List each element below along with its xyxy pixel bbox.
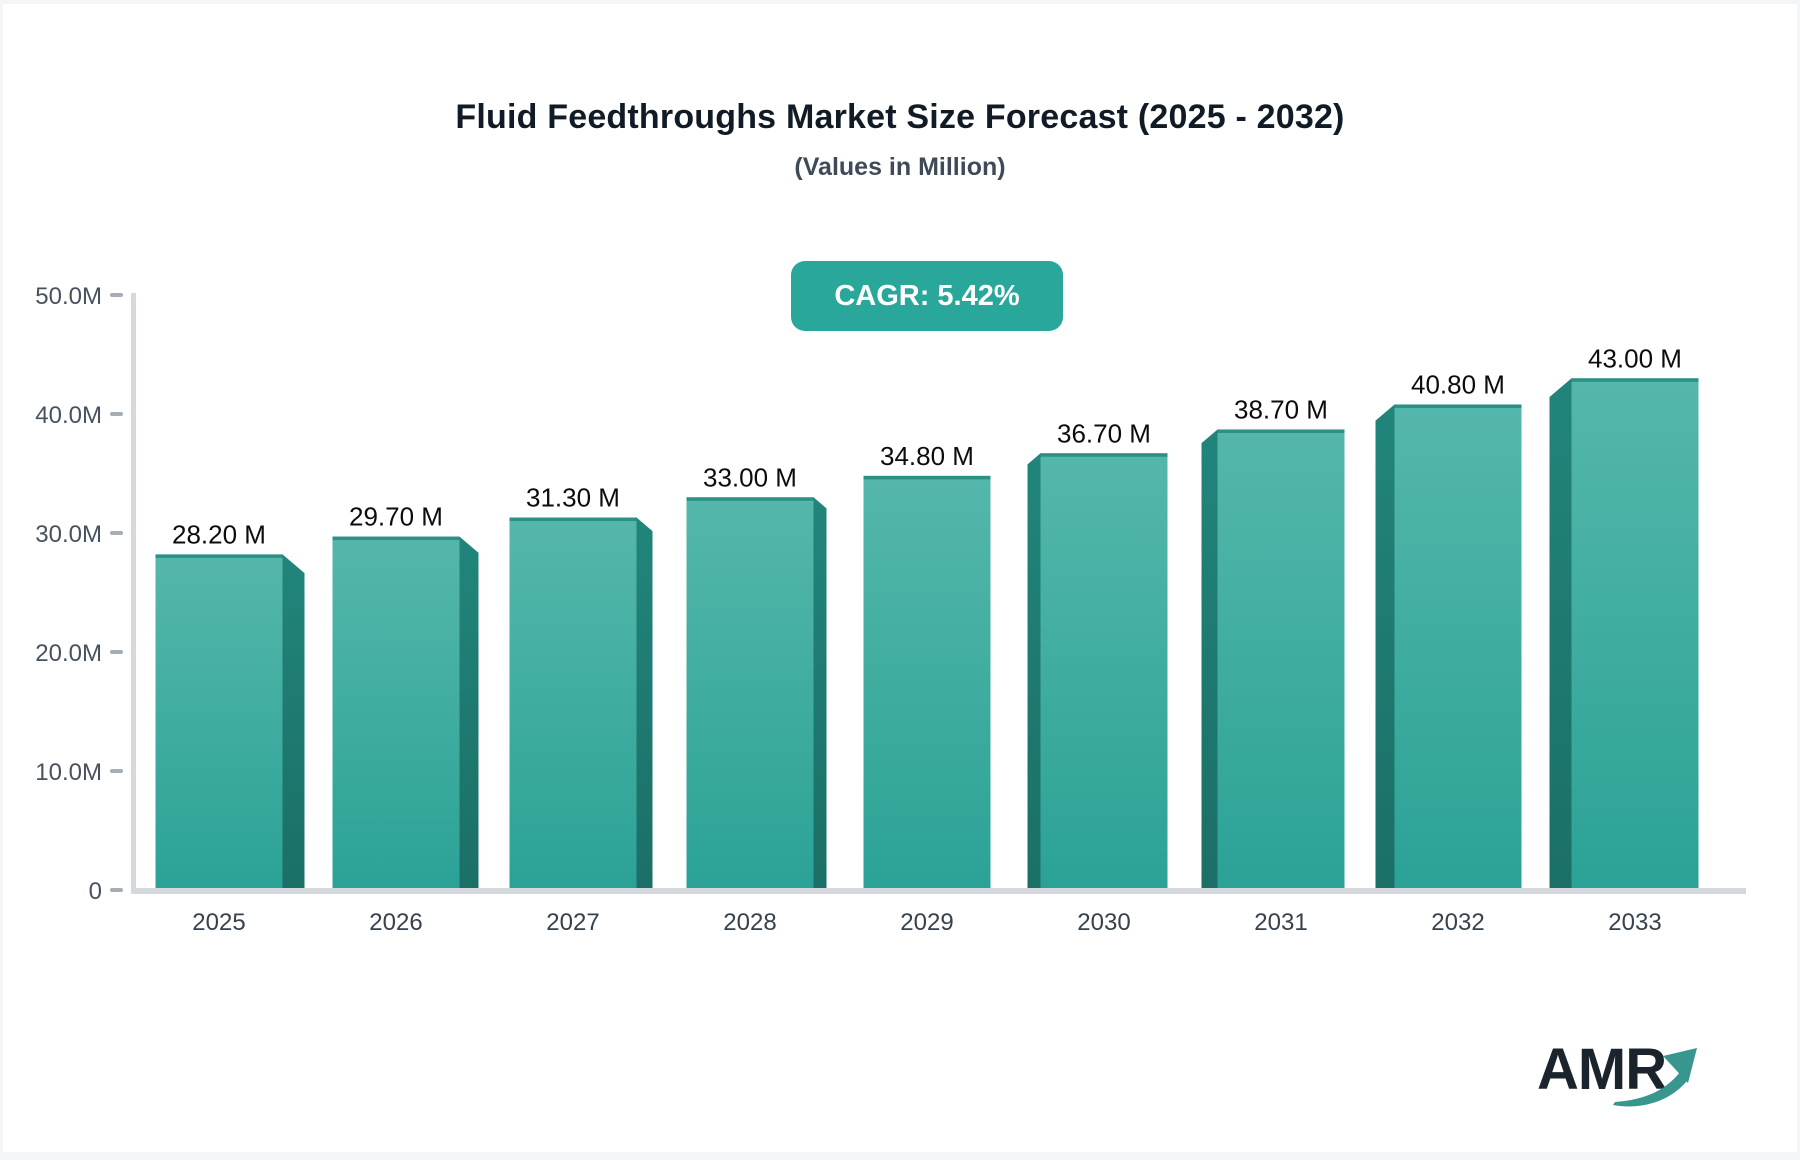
chart-title: Fluid Feedthroughs Market Size Forecast … [455, 98, 1345, 136]
y-tick-label: 50.0M [35, 283, 102, 310]
y-tick-label: 40.0M [35, 402, 102, 429]
bar-side-face [1375, 404, 1395, 890]
bar-chart: 0 10.0M 20.0M 30.0M 40.0M 50.0M 28.20 M 2025 29.… [35, 283, 1746, 936]
bar-front-face [1040, 453, 1168, 890]
bar-group-2030: 36.70 M 2030 [1027, 418, 1168, 936]
amr-logo-arrow-swoosh [1613, 1072, 1687, 1107]
bar-value-label: 28.20 M [172, 519, 266, 549]
bar-top-edge [863, 475, 991, 480]
bar-side-face [636, 517, 653, 890]
y-axis-tick [110, 412, 123, 416]
bar-side-face [1201, 429, 1218, 890]
bar-value-label: 29.70 M [349, 502, 443, 532]
amr-logo: AMR [1537, 1037, 1697, 1107]
x-tick-label: 2031 [1254, 909, 1307, 936]
bar-top-edge [509, 517, 637, 522]
bar-side-face [1027, 453, 1041, 890]
bar-value-label: 40.80 M [1411, 369, 1505, 399]
y-tick-label: 10.0M [35, 759, 102, 786]
x-tick-label: 2025 [192, 909, 245, 936]
y-axis-line [131, 293, 136, 893]
bar-value-label: 36.70 M [1057, 418, 1151, 448]
cagr-badge: CAGR: 5.42% [791, 261, 1063, 331]
amr-logo-arrowhead-icon [1663, 1048, 1697, 1083]
bar-value-label: 34.80 M [880, 441, 974, 471]
y-axis-tick [110, 650, 123, 654]
bar-front-face [686, 497, 814, 890]
x-axis-baseline [131, 888, 1746, 894]
bar-top-edge [1571, 378, 1699, 382]
bar-front-face [332, 536, 460, 890]
x-tick-label: 2030 [1077, 909, 1130, 936]
bar-value-label: 43.00 M [1588, 343, 1682, 373]
bar-front-face [1394, 404, 1522, 890]
bar-side-face [1549, 378, 1572, 890]
bar-front-face [509, 517, 637, 890]
y-axis-tick [110, 531, 123, 535]
bar-top-edge [155, 554, 283, 558]
bar-front-face [1571, 378, 1699, 890]
amr-logo-text: AMR [1537, 1037, 1666, 1102]
bar-front-face [863, 475, 991, 890]
bar-top-edge [686, 497, 814, 501]
bar-top-edge [1040, 453, 1168, 457]
bar-side-face [459, 536, 479, 890]
bar-group-2029: 34.80 M 2029 [863, 441, 991, 936]
y-axis-tick [110, 888, 123, 892]
chart-subtitle: (Values in Million) [794, 153, 1006, 181]
bar-value-label: 33.00 M [703, 462, 797, 492]
bar-group-2033: 43.00 M 2033 [1549, 343, 1699, 936]
bar-top-edge [332, 536, 460, 541]
bar-top-edge [1217, 429, 1345, 433]
bar-top-edge [1394, 404, 1522, 408]
bar-side-face [282, 554, 305, 890]
bar-front-face [1217, 429, 1345, 890]
x-tick-label: 2029 [900, 909, 953, 936]
x-tick-label: 2027 [546, 909, 599, 936]
bar-value-label: 31.30 M [526, 483, 620, 513]
x-tick-label: 2028 [723, 909, 776, 936]
x-tick-label: 2033 [1608, 909, 1661, 936]
bar-group-2031: 38.70 M 2031 [1201, 394, 1345, 936]
bar-group-2027: 31.30 M 2027 [509, 483, 653, 936]
y-axis-tick [110, 769, 123, 773]
chart-card: Fluid Feedthroughs Market Size Forecast … [3, 4, 1797, 1152]
y-tick-label: 20.0M [35, 640, 102, 667]
bar-group-2025: 28.20 M 2025 [155, 519, 305, 936]
y-tick-label: 0 [89, 878, 102, 905]
x-tick-label: 2032 [1431, 909, 1484, 936]
y-axis-tick [110, 293, 123, 297]
bar-front-face [155, 554, 283, 890]
bar-group-2032: 40.80 M 2032 [1375, 369, 1522, 936]
bar-group-2026: 29.70 M 2026 [332, 502, 479, 936]
bar-value-label: 38.70 M [1234, 394, 1328, 424]
bar-group-2028: 33.00 M 2028 [686, 462, 827, 936]
y-tick-label: 30.0M [35, 521, 102, 548]
bar-side-face [813, 497, 827, 890]
x-tick-label: 2026 [369, 909, 422, 936]
